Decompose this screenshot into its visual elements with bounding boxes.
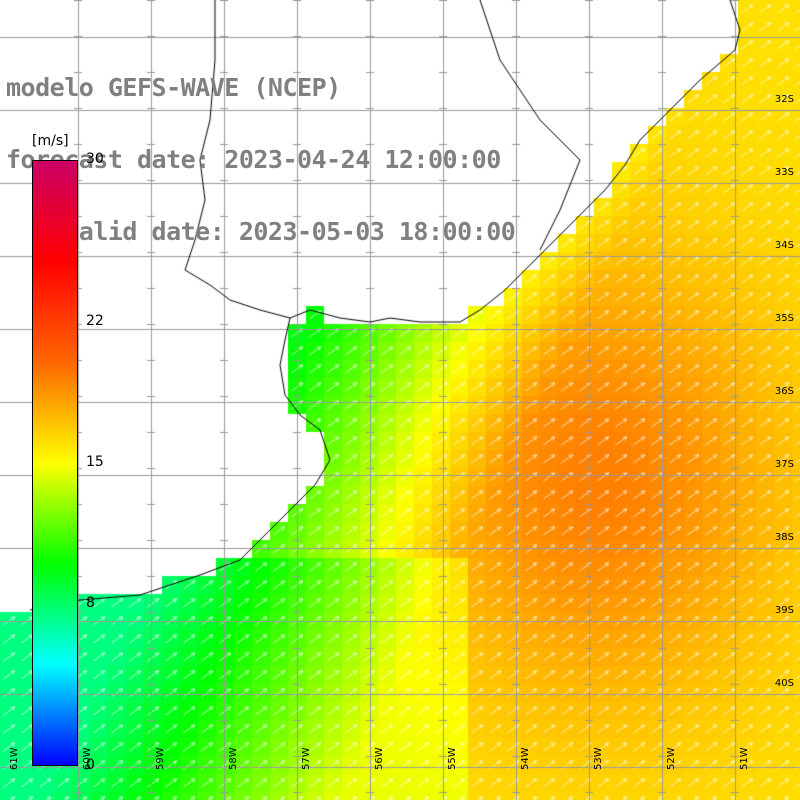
colorbar-tick-label: 8 — [86, 595, 95, 612]
longitude-label: 61W — [9, 747, 20, 770]
latitude-label: 33S — [774, 167, 794, 178]
longitude-label: 51W — [739, 747, 750, 770]
longitude-label: 60W — [82, 747, 93, 770]
latitude-label: 36S — [774, 386, 794, 397]
longitude-label: 55W — [447, 747, 458, 770]
latitude-label: 38S — [774, 532, 794, 543]
longitude-label: 57W — [301, 747, 312, 770]
colorbar — [32, 160, 78, 766]
longitude-label: 53W — [593, 747, 604, 770]
latitude-label: 32S — [774, 94, 794, 105]
colorbar-tick-label: 22 — [86, 312, 104, 329]
title-model: modelo GEFS-WAVE (NCEP) — [6, 73, 341, 102]
longitude-label: 56W — [374, 747, 385, 770]
latitude-label: 37S — [774, 459, 794, 470]
colorbar-units: [m/s] — [32, 133, 69, 149]
latitude-label: 39S — [774, 605, 794, 616]
longitude-label: 59W — [155, 747, 166, 770]
colorbar-tick-label: 30 — [86, 151, 104, 167]
colorbar-tick-label: 0 — [86, 757, 95, 773]
latitude-label: 35S — [774, 313, 794, 324]
title-valid-date: valid date: 2023-05-03 18:00:00 — [6, 217, 516, 246]
latitude-label: 40S — [774, 678, 794, 689]
title-forecast-date: forecast date: 2023-04-24 12:00:00 — [6, 145, 501, 174]
longitude-label: 54W — [520, 747, 531, 770]
longitude-label: 52W — [666, 747, 677, 770]
map-title: modelo GEFS-WAVE (NCEP) forecast date: 2… — [6, 28, 516, 268]
longitude-label: 58W — [228, 747, 239, 770]
colorbar-tick-label: 15 — [86, 454, 104, 470]
latitude-label: 34S — [774, 240, 794, 251]
